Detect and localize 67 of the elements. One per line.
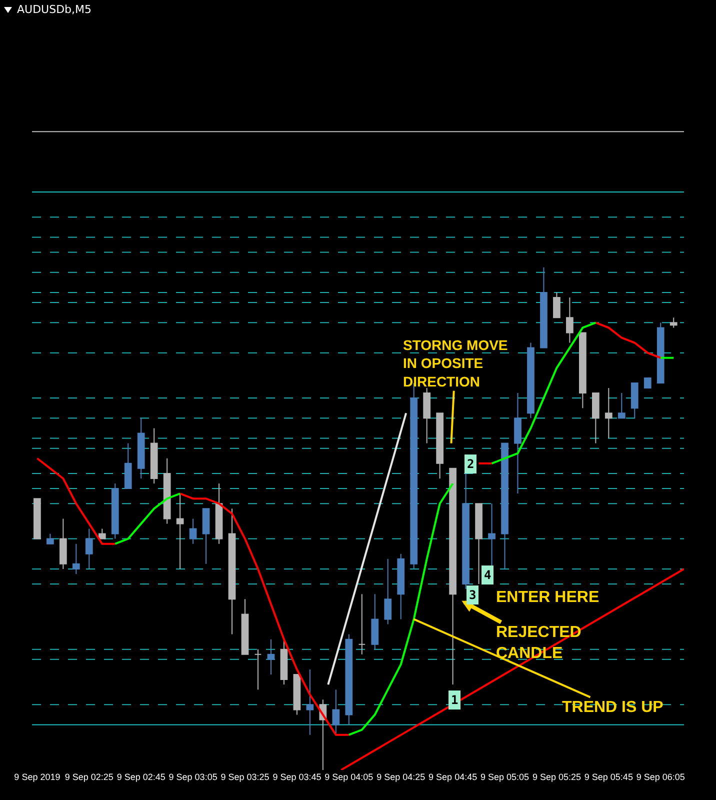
candlestick: [241, 598, 249, 655]
candlestick: [397, 553, 405, 620]
candlestick: [630, 382, 638, 419]
candlestick: [527, 342, 534, 419]
annotation: STORNG MOVE IN OPOSITE DIRECTION: [403, 337, 508, 390]
candlestick: [85, 528, 93, 570]
x-tick-label: 9 Sep 02:25: [64, 772, 114, 782]
candlestick: [592, 392, 600, 444]
x-tick-label: 9 Sep 03:05: [168, 772, 218, 782]
x-tick-label: 9 Sep 04:05: [324, 772, 374, 782]
candlestick: [176, 493, 184, 570]
candlestick: [462, 472, 470, 590]
x-tick-label: 9 Sep 05:25: [532, 772, 581, 782]
x-tick-label: 9 Sep 05:45: [584, 772, 633, 782]
candlestick: [150, 428, 158, 484]
candlestick: [267, 638, 275, 675]
candlestick: [475, 503, 482, 585]
annotation: ENTER HERE: [496, 589, 600, 606]
candlestick: [189, 518, 197, 544]
candlestick: [436, 412, 444, 479]
candlestick: [137, 418, 145, 479]
candlestick: [540, 266, 548, 348]
candlestick: [34, 498, 41, 540]
annotation: 3: [469, 588, 476, 602]
x-tick-label: 9 Sep 04:25: [376, 772, 426, 782]
candlestick: [293, 674, 301, 716]
x-tick-label: 9 Sep 06:05: [636, 772, 685, 782]
annotation: 4: [484, 568, 492, 582]
candlestick: [566, 297, 574, 344]
candlestick: [59, 518, 67, 570]
candlestick: [384, 558, 392, 625]
candlestick: [345, 634, 353, 726]
x-tick-label: 9 Sep 04:45: [428, 772, 478, 782]
candlestick: [371, 594, 379, 650]
candlestick: [514, 392, 522, 494]
candlestick: [670, 317, 678, 328]
candlestick: [644, 377, 652, 389]
candlestick: [449, 468, 456, 686]
candlestick: [124, 442, 132, 490]
candlestick: [72, 543, 80, 574]
candlestick: [358, 594, 366, 655]
x-tick-label: 9 Sep 03:45: [272, 772, 322, 782]
candlestick: [46, 533, 54, 544]
candlestick: [423, 388, 431, 444]
x-tick-label: 9 Sep 03:25: [220, 772, 270, 782]
annotation: 2: [467, 457, 474, 471]
candlestick: [579, 332, 586, 409]
candlestick: [202, 508, 210, 564]
candlestick: [332, 689, 340, 736]
candlestick: [254, 648, 262, 690]
candlestick: [306, 668, 314, 736]
candlestick: [618, 392, 626, 419]
x-tick-label: 9 Sep 2019: [14, 772, 60, 782]
candlestick: [604, 388, 612, 439]
candlestick: [501, 442, 508, 570]
candlestick: [98, 528, 106, 540]
x-tick-label: 9 Sep 05:05: [480, 772, 530, 782]
candlestick: [215, 483, 223, 544]
candlestick: [553, 292, 560, 318]
candlestick: [656, 322, 664, 384]
x-tick-label: 9 Sep 02:45: [116, 772, 166, 782]
annotation: 1: [451, 693, 458, 707]
candlestick: [163, 458, 171, 524]
candlestick: [280, 638, 288, 686]
chart-title: AUDUSDb,M5: [17, 3, 92, 16]
candlestick: [111, 483, 119, 540]
candlestick: [228, 508, 236, 635]
